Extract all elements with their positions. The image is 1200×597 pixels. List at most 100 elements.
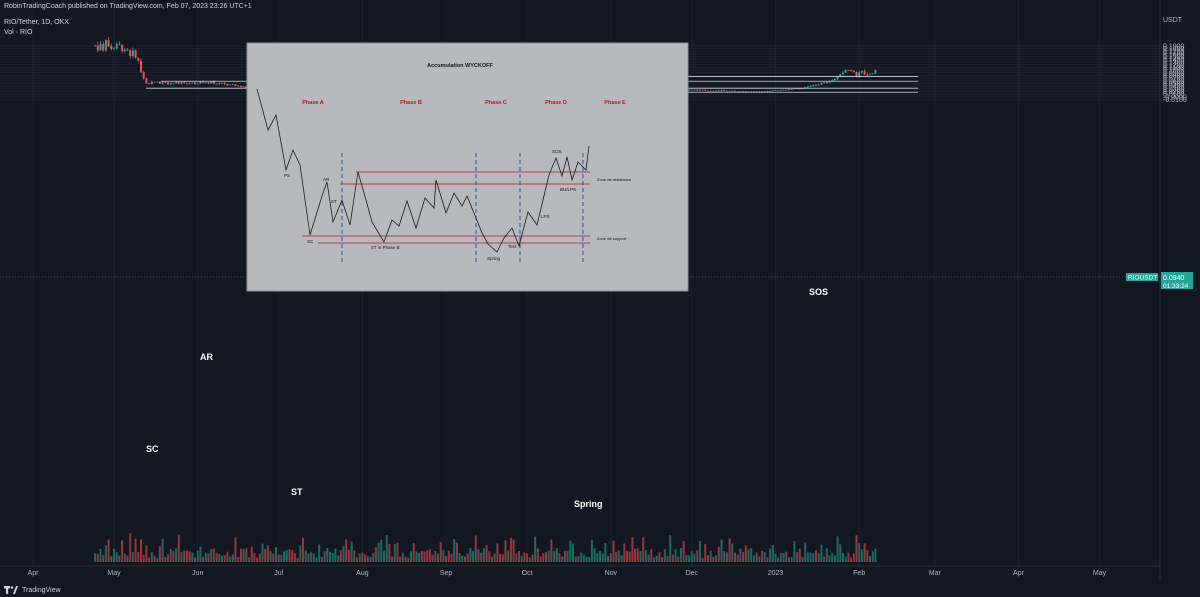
candle-body (115, 43, 118, 49)
tradingview-brand[interactable]: TradingView (4, 586, 61, 594)
candle-body (169, 83, 172, 85)
candle-body (850, 70, 853, 72)
candle-body (752, 91, 755, 93)
volume-bar (374, 547, 377, 562)
volume-bar (334, 548, 337, 562)
volume-bar (345, 539, 348, 562)
candle-body (839, 74, 842, 77)
volume-bar (266, 545, 269, 562)
candle-body (742, 91, 745, 92)
inset-label-ps: PS (284, 173, 290, 178)
volume-bar (269, 551, 272, 562)
volume-bar (175, 548, 178, 562)
volume-bar (350, 541, 353, 562)
volume-bar (115, 551, 118, 562)
y-tick-label: -0.0100 (1163, 97, 1187, 104)
y-tick-label: 0.0500 (1163, 81, 1185, 88)
price-axis[interactable]: USDT 0.19000.18000.17000.16000.15000.140… (1163, 17, 1187, 104)
volume-bar (704, 543, 707, 562)
candle-body (110, 46, 113, 50)
volume-bar (102, 555, 105, 562)
volume-bar (774, 553, 777, 562)
volume-bar (226, 551, 229, 562)
volume-bar (677, 556, 680, 562)
candle-body (761, 91, 763, 93)
volume-bar (650, 549, 653, 562)
volume-bar (148, 557, 151, 562)
volume-bar (798, 548, 801, 562)
inset-label-sc: SC (307, 239, 314, 244)
volume-bar (172, 551, 175, 562)
inset-zone-resistance: Zone de résistance (597, 177, 632, 182)
annotation-st: ST (291, 487, 303, 497)
candle-body (126, 49, 129, 51)
symbol-line[interactable]: RIO/Tether, 1D, OKX (4, 19, 69, 26)
candle-body (871, 73, 874, 75)
candle-body (215, 83, 218, 85)
volume-bar (304, 550, 307, 562)
candle-body (869, 73, 871, 75)
volume-bar (550, 539, 553, 562)
volume-bar (666, 555, 669, 562)
candle-body (855, 72, 858, 77)
volume-bar (580, 552, 583, 562)
volume-bar (161, 538, 164, 562)
inset-label-sos: SOS (552, 149, 562, 154)
volume-bar (507, 550, 510, 562)
symbol-tag (1126, 273, 1158, 281)
volume-bars (94, 533, 877, 562)
volume-bar (866, 549, 869, 562)
volume-bar (828, 555, 831, 562)
candle-body (121, 44, 124, 52)
candle-body (788, 89, 790, 91)
volume-bar (628, 551, 631, 562)
candle-body (750, 91, 753, 93)
volume-bar (631, 537, 634, 562)
volume-bar (401, 552, 404, 562)
candle-body (150, 81, 153, 85)
volume-bar (796, 552, 799, 562)
volume-legend[interactable]: Vol · RIO (4, 29, 33, 36)
volume-bar (855, 535, 858, 562)
volume-bar (315, 557, 318, 562)
y-tick-label: 0.1000 (1163, 68, 1185, 75)
y-tick-label: 0.0400 (1163, 84, 1185, 91)
volume-bar (750, 548, 753, 562)
y-tick-label: 0.0300 (1163, 86, 1185, 93)
volume-bar (777, 557, 780, 562)
candle-body (142, 72, 145, 79)
volume-bar (256, 557, 259, 562)
volume-bar (831, 552, 834, 562)
volume-bar (844, 556, 847, 562)
volume-bar (142, 554, 145, 562)
volume-bar (204, 552, 207, 562)
candle-body (137, 57, 140, 61)
candle-body (153, 81, 156, 83)
volume-bar (782, 552, 785, 562)
volume-bar (512, 539, 515, 562)
x-tick-label: Apr (1013, 570, 1025, 577)
volume-bar (99, 548, 102, 562)
volume-bar (509, 537, 512, 562)
y-tick-label: 0.1300 (1163, 60, 1185, 67)
candle-body (777, 90, 780, 92)
volume-bar (590, 540, 593, 562)
candle-body (766, 90, 769, 92)
volume-bar (202, 556, 205, 562)
candle-body (237, 85, 240, 87)
candle-body (688, 90, 691, 91)
candle-body (828, 81, 831, 83)
volume-bar (121, 540, 124, 562)
candle-body (234, 84, 237, 86)
time-axis[interactable]: Apr May Jun Jul Aug Sep Oct Nov Dec 2023 Feb Mar Apr… (28, 570, 1107, 577)
volume-bar (477, 549, 480, 562)
volume-bar (96, 553, 99, 562)
volume-bar (150, 552, 153, 562)
volume-bar (412, 543, 415, 562)
volume-bar (860, 549, 863, 562)
y-tick-label: 0.1200 (1163, 62, 1185, 69)
volume-bar (493, 553, 496, 562)
volume-bar (245, 548, 248, 562)
volume-bar (742, 551, 745, 562)
